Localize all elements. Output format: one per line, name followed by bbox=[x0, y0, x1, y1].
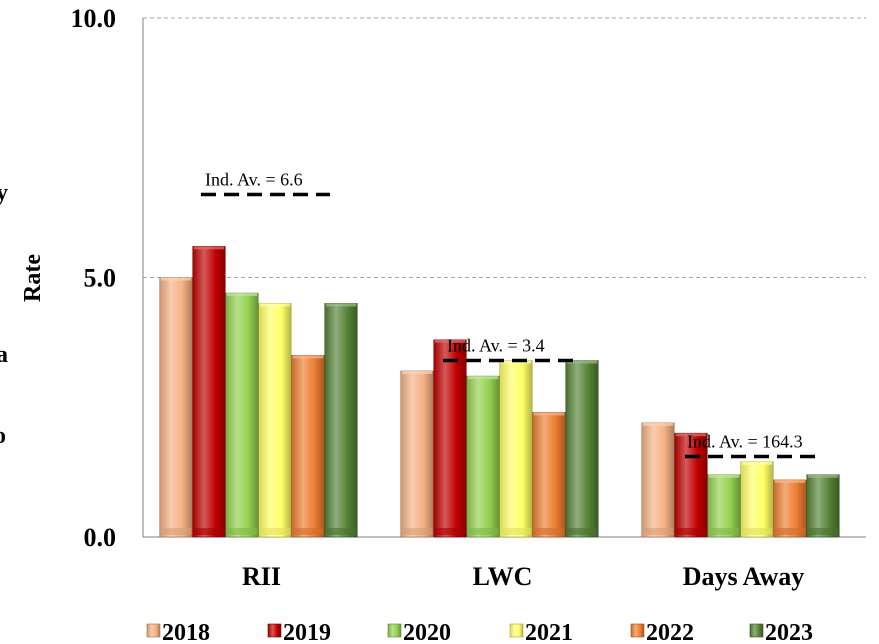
bar-2021-days-away bbox=[740, 461, 774, 538]
bar-base-shade bbox=[500, 528, 532, 535]
bar-base-shade bbox=[741, 528, 773, 535]
bar-top-highlight bbox=[434, 339, 466, 343]
bar-top-highlight bbox=[642, 422, 674, 426]
legend-label: 2019 bbox=[283, 620, 331, 644]
gridlines bbox=[143, 17, 866, 278]
bar-2018-days-away bbox=[641, 422, 675, 538]
bar-2020-lwc bbox=[466, 375, 500, 538]
bar-top-highlight bbox=[292, 355, 324, 359]
bar-base-shade bbox=[642, 528, 674, 535]
bar-top-highlight bbox=[325, 303, 357, 307]
bar-base-shade bbox=[708, 528, 740, 535]
bar-2021-lwc bbox=[499, 360, 533, 538]
bar-top-highlight bbox=[533, 412, 565, 416]
bar-base-shade bbox=[807, 528, 839, 535]
legend-swatch bbox=[387, 623, 402, 638]
legend-swatch bbox=[749, 623, 764, 638]
legend-label: 2020 bbox=[403, 620, 451, 644]
bar-top-highlight bbox=[259, 303, 291, 307]
bar-top-highlight bbox=[193, 246, 225, 250]
legend-label: 2021 bbox=[525, 620, 573, 644]
cropped-text-fragment: o bbox=[0, 423, 6, 449]
cropped-text-fragment: a bbox=[0, 342, 8, 368]
bar-2019-rii bbox=[192, 246, 226, 538]
bar-base-shade bbox=[160, 528, 192, 535]
bar-base-shade bbox=[533, 528, 565, 535]
bar-2023-lwc bbox=[565, 360, 599, 538]
y-tick-label: 10.0 bbox=[71, 4, 117, 33]
legend-label: 2018 bbox=[162, 620, 210, 644]
bar-top-highlight bbox=[675, 433, 707, 437]
bar-2023-days-away bbox=[806, 474, 840, 538]
bar-base-shade bbox=[226, 528, 258, 535]
y-tick-label: 5.0 bbox=[84, 264, 117, 293]
category-label: LWC bbox=[473, 562, 533, 591]
bars bbox=[159, 246, 840, 538]
bar-base-shade bbox=[774, 528, 806, 535]
bar-top-highlight bbox=[160, 277, 192, 281]
bar-top-highlight bbox=[807, 474, 839, 478]
bar-base-shade bbox=[325, 528, 357, 535]
cropped-text-fragment: y bbox=[0, 180, 8, 206]
category-label: Days Away bbox=[683, 562, 805, 591]
industry-average-label: Ind. Av. = 3.4 bbox=[447, 336, 545, 356]
bar-top-highlight bbox=[401, 370, 433, 374]
bar-top-highlight bbox=[708, 474, 740, 478]
bar-2018-lwc bbox=[400, 370, 434, 538]
bar-base-shade bbox=[259, 528, 291, 535]
bar-top-highlight bbox=[741, 461, 773, 465]
bar-2020-rii bbox=[225, 292, 259, 538]
bar-base-shade bbox=[434, 528, 466, 535]
bar-2021-rii bbox=[258, 303, 292, 538]
bar-top-highlight bbox=[566, 360, 598, 364]
y-axis-label: Rate bbox=[20, 254, 46, 302]
legend-label: 2022 bbox=[646, 620, 694, 644]
y-tick-label: 0.0 bbox=[84, 523, 117, 552]
legend-swatch bbox=[630, 623, 645, 638]
industry-average-label: Ind. Av. = 164.3 bbox=[687, 432, 803, 452]
bar-2023-rii bbox=[324, 303, 358, 538]
category-label: RII bbox=[242, 562, 281, 591]
y-tick-labels: 0.0 5.0 10.0 bbox=[71, 4, 117, 552]
bar-base-shade bbox=[467, 528, 499, 535]
x-category-labels: RII LWC Days Away bbox=[242, 562, 804, 591]
industry-averages: Ind. Av. = 6.6 Ind. Av. = 3.4 Ind. Av. = 1… bbox=[201, 169, 815, 459]
bar-base-shade bbox=[292, 528, 324, 535]
legend-swatch bbox=[509, 623, 524, 638]
left-edge-fragments: y a o bbox=[0, 180, 8, 449]
bar-top-highlight bbox=[467, 376, 499, 380]
bar-base-shade bbox=[193, 528, 225, 535]
bar-2019-lwc bbox=[433, 339, 467, 538]
bar-2020-days-away bbox=[707, 474, 741, 538]
bar-top-highlight bbox=[774, 479, 806, 483]
legend-label: 2023 bbox=[765, 620, 813, 644]
bar-base-shade bbox=[401, 528, 433, 535]
industry-average-label: Ind. Av. = 6.6 bbox=[205, 169, 303, 189]
bar-2022-rii bbox=[291, 355, 325, 538]
bar-2019-days-away bbox=[674, 432, 708, 538]
bar-top-highlight bbox=[226, 293, 258, 297]
bar-base-shade bbox=[566, 528, 598, 535]
legend-swatch bbox=[146, 623, 161, 638]
bar-2022-lwc bbox=[532, 412, 566, 538]
bar-base-shade bbox=[675, 528, 707, 535]
legend: 2018 2019 2020 2021 2022 2023 bbox=[146, 620, 813, 644]
bar-2018-rii bbox=[159, 277, 193, 538]
bar-2022-days-away bbox=[773, 479, 807, 538]
legend-swatch bbox=[267, 623, 282, 638]
